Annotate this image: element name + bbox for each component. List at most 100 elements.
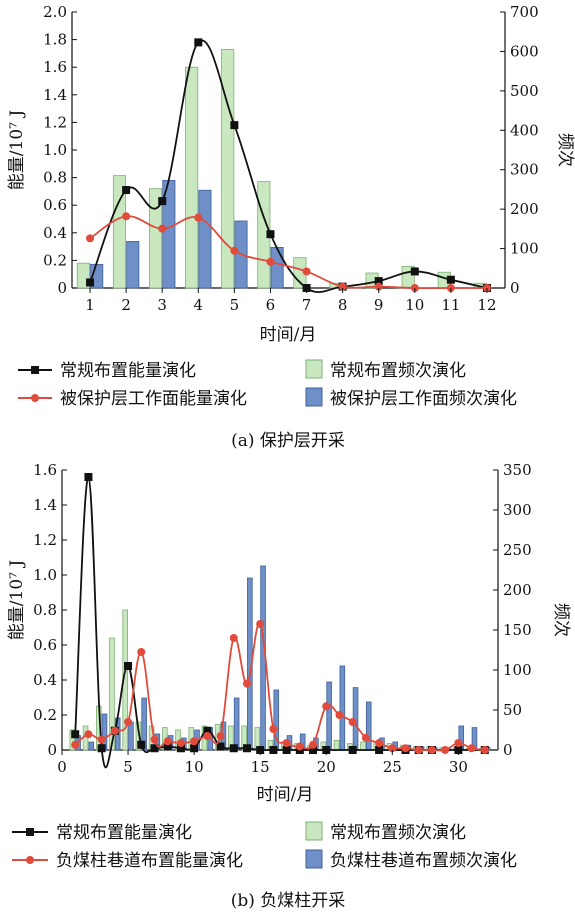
chart-b-xtick-label: 10 [185,758,204,776]
chart-b-ylabel-right: 频次 [551,603,571,637]
chart-a-xtick-label: 9 [374,296,384,314]
legend-b-swatch-protected-bar [305,849,323,869]
chart-b-point-protected [361,733,370,742]
chart-a-xtick-label: 5 [230,296,240,314]
chart-a-point-protected [338,282,347,291]
chart-b-legend: 常规布置能量演化 常规布置频次演化 负煤柱巷道布置能量演化 负煤柱巷道布置频次演… [12,821,517,871]
chart-b-bar-protected [339,665,346,751]
chart-a-legend: 常规布置能量演化 常规布置频次演化 被保护层工作面能量演化 被保护层工作面频次演… [18,359,517,409]
chart-b-bar-protected [326,681,332,751]
chart-b-point-normal [124,662,133,670]
legend-b-marker-normal [26,828,34,836]
chart-b-point-protected [427,746,436,754]
chart-a-ytick-left-label: 1.8 [43,31,67,49]
chart-b-ytick-right-label: 0 [503,741,513,759]
chart-b-bar-normal [135,721,142,751]
chart-b-bar-protected [365,701,372,751]
chart-b-ytick-left-label: 0.2 [33,706,57,724]
chart-a-caption: (a) 保护层开采 [231,431,345,451]
chart-a-ylabel-left: 能量/10⁷ J [7,110,27,191]
legend-a-label-0: 常规布置能量演化 [60,361,196,381]
chart-b-point-protected [71,740,80,749]
chart-a-point-normal [158,197,167,206]
legend-b-label-0: 常规布置能量演化 [56,823,192,843]
chart-b-ytick-left-label: 0 [47,741,57,759]
chart-b-point-normal [71,730,80,739]
chart-b-point-protected [163,737,172,746]
chart-a-point-normal [230,121,239,130]
chart-b-xtick-label: 30 [449,758,468,776]
chart-b-point-protected [84,730,93,739]
chart-b-point-normal [203,726,212,735]
chart-a-point-normal [374,277,383,286]
chart-a-ytick-right-label: 100 [510,240,539,258]
chart-b-xlabel: 时间/月 [257,785,314,805]
chart-b-point-protected [176,739,185,747]
chart-b-point-normal [190,744,199,753]
chart-b-point-protected [97,735,106,744]
chart-a-bar-normal [221,49,235,289]
chart-b-point-protected [335,711,344,719]
chart-b-point-protected [348,718,357,726]
chart-a-ytick-left-label: 2.0 [43,3,67,21]
chart-b-point-normal [375,746,384,754]
chart-a-ytick-right-label: 0 [510,279,520,297]
chart-b-ylabel-left: 能量/10⁷ J [7,560,27,641]
legend-a-marker-protected [31,394,39,402]
chart-a-xtick-label: 3 [157,296,167,314]
chart-b-ytick-left-label: 1.6 [33,461,57,479]
chart-b-point-protected [190,737,199,746]
chart-b-point-protected [242,679,251,688]
chart-a-bar-normal [149,188,163,289]
chart-b-point-protected [322,702,331,711]
chart-b-ytick-left-label: 0.4 [33,671,57,689]
chart-a-point-protected [194,213,203,222]
chart-b-point-protected [454,739,463,747]
chart-b-ytick-right-label: 350 [503,461,532,479]
chart-a-ylabel-right: 频次 [555,133,575,167]
chart-b-point-protected [216,732,225,740]
chart-a-ytick-left-label: 0 [57,279,67,297]
chart-b-point-protected [401,744,410,753]
chart-b-point-protected [309,740,318,749]
chart-a-point-normal [446,275,455,284]
chart-b-point-normal [282,746,291,754]
chart-b-point-normal [176,744,185,753]
chart-a-ytick-left-label: 0.4 [43,224,67,242]
chart-b-point-normal [309,746,318,754]
chart-b-bar-protected [88,741,95,751]
chart-a-ytick-right-label: 400 [510,121,539,139]
chart-b-bar-normal [109,637,115,751]
chart-a-point-normal [86,278,95,287]
chart-b-bar-normal [333,740,340,751]
chart-a-bar-normal [185,66,199,289]
chart-a-ytick-left-label: 0.6 [43,196,67,214]
chart-b-xtick-label: 0 [57,758,67,776]
chart-b-point-protected [480,746,489,754]
chart-a-point-protected [122,212,131,221]
chart-a-ytick-left-label: 0.2 [43,251,67,269]
chart-a-point-protected [86,234,95,243]
chart-a-xtick-label: 1 [85,296,95,314]
chart-b-point-normal [269,746,278,754]
chart-a-xtick-label: 7 [302,296,312,314]
chart-b-point-protected [150,735,159,744]
chart-a-xtick-label: 2 [121,296,131,314]
chart-b-ytick-left-label: 0.6 [33,636,57,654]
legend-a-swatch-protected-bar [305,387,323,407]
chart-a-point-normal [122,186,131,195]
legend-a-label-2: 被保护层工作面能量演化 [60,389,247,409]
legend-b-marker-protected [26,856,34,864]
chart-a-ytick-left-label: 0.8 [43,169,67,187]
chart-b-xtick-label: 15 [251,758,270,776]
chart-b-point-normal [150,744,159,753]
chart-b-bar-normal [360,741,366,751]
chart-b-point-normal [97,744,106,753]
chart-b-ytick-right-label: 100 [503,661,532,679]
chart-b-ytick-left-label: 0.8 [33,601,57,619]
chart-b-point-protected [295,742,304,751]
legend-b-label-3: 负煤柱巷道布置频次演化 [330,851,517,871]
chart-a-point-protected [266,257,275,266]
chart-a-ytick-right-label: 500 [510,82,539,100]
